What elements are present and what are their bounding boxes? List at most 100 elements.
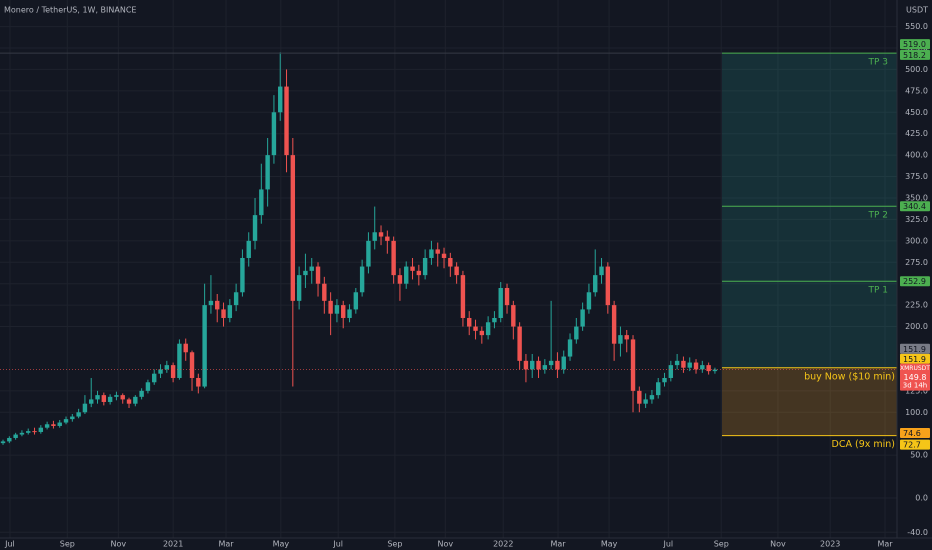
candle-body <box>107 396 113 402</box>
candle-body <box>196 377 201 387</box>
price-tag: 340.4 <box>900 201 930 212</box>
candle-body <box>561 356 566 370</box>
y-tick-label: 350.0 <box>905 193 928 202</box>
candle-body <box>391 240 396 276</box>
y-tick-label: 100.0 <box>905 408 928 417</box>
price-tag-label: 518.2 <box>903 51 926 60</box>
candle-body <box>215 300 220 310</box>
candle-body <box>221 309 226 318</box>
y-tick-label: 500.0 <box>905 65 928 74</box>
candle-body <box>334 305 340 314</box>
candle-body <box>303 270 308 276</box>
loss-zone <box>722 367 897 436</box>
candle-body <box>643 399 648 404</box>
candle-body <box>89 399 94 404</box>
y-unit: USDT <box>906 6 928 15</box>
candle-body <box>63 419 69 423</box>
candle-body <box>454 266 459 276</box>
candle-body <box>372 232 377 241</box>
y-tick-label: 0.0 <box>915 493 928 502</box>
candle-body <box>712 369 718 372</box>
last-price-label: 149.8 <box>904 373 927 382</box>
price-tag-bg <box>900 201 930 212</box>
price-tag-bg <box>900 49 930 60</box>
candle-body <box>511 305 516 327</box>
y-tick-label: 125.0 <box>905 386 928 395</box>
candle-body <box>120 395 125 400</box>
candle-body <box>252 215 258 241</box>
candle-body <box>265 155 270 190</box>
candle-body <box>233 292 239 306</box>
price-tag-label: 151.9 <box>903 355 926 364</box>
y-tick-label: 400.0 <box>905 151 928 160</box>
price-tag-label: 151.9 <box>903 345 926 354</box>
candle-body <box>624 335 629 340</box>
candle-body <box>366 240 371 267</box>
candle-body <box>183 343 188 353</box>
candle-body <box>202 305 207 387</box>
candle-body <box>656 382 661 396</box>
candle-body <box>668 365 674 378</box>
candle-body <box>574 326 579 340</box>
candle-body <box>57 422 62 426</box>
candle-body <box>309 266 314 271</box>
candle-body <box>504 287 510 306</box>
last-price-tag <box>900 363 930 391</box>
candle-body <box>32 431 37 433</box>
y-tick-label: 300.0 <box>905 236 928 245</box>
y-tick-label: 425.0 <box>905 129 928 138</box>
level-name: TP 3 <box>867 58 888 68</box>
candle-body <box>416 270 422 276</box>
price-tag-bg <box>900 276 930 287</box>
last-price-symbol: XMRUSDT <box>900 365 930 372</box>
candle-body <box>70 416 75 420</box>
candle-body <box>347 309 352 318</box>
candle-body <box>630 339 636 391</box>
candle-body <box>13 434 18 438</box>
x-tick-label: 2021 <box>163 540 183 549</box>
candle-body <box>126 399 132 404</box>
candle-body <box>662 377 667 383</box>
x-tick-label: Sep <box>714 540 729 549</box>
candle-body <box>145 382 151 391</box>
candle-body <box>580 309 585 327</box>
price-tag-label: 519.0 <box>903 40 926 49</box>
price-tag-bg <box>900 39 930 50</box>
price-tag: 74.6 <box>900 428 930 439</box>
price-tag: 151.9 <box>900 343 930 354</box>
level-name: buy Now ($10 min) <box>804 371 895 382</box>
candle-body <box>404 266 409 284</box>
candle-body <box>467 317 472 327</box>
candle-body <box>177 343 182 378</box>
candle-body <box>189 352 195 378</box>
candle-body <box>473 326 478 331</box>
candle-body <box>0 441 6 444</box>
price-tag: 252.9 <box>900 276 930 287</box>
candle-body <box>164 365 170 370</box>
x-tick-label: Sep <box>60 540 75 549</box>
candle-body <box>38 427 44 432</box>
candle-body <box>593 275 598 293</box>
profit-zone <box>722 53 897 368</box>
price-tag: 72.7 <box>900 439 930 450</box>
x-tick-label: Nov <box>111 540 127 549</box>
candle-body <box>517 326 522 361</box>
candle-body <box>555 360 560 370</box>
candle-body <box>315 266 321 284</box>
candle-body <box>44 424 50 428</box>
candle-body <box>599 266 604 276</box>
level-name: TP 1 <box>867 286 888 296</box>
candle-body <box>410 266 415 271</box>
candle-body <box>649 395 655 400</box>
candle-body <box>271 112 277 156</box>
candle-body <box>7 437 12 442</box>
candle-body <box>611 305 617 344</box>
candle-body <box>95 395 100 400</box>
candle-body <box>290 155 296 301</box>
candle-body <box>681 360 686 368</box>
candle-body <box>246 240 251 258</box>
x-tick-label: Jul <box>4 540 15 549</box>
candle-body <box>435 249 440 254</box>
x-tick-label: May <box>601 540 618 549</box>
